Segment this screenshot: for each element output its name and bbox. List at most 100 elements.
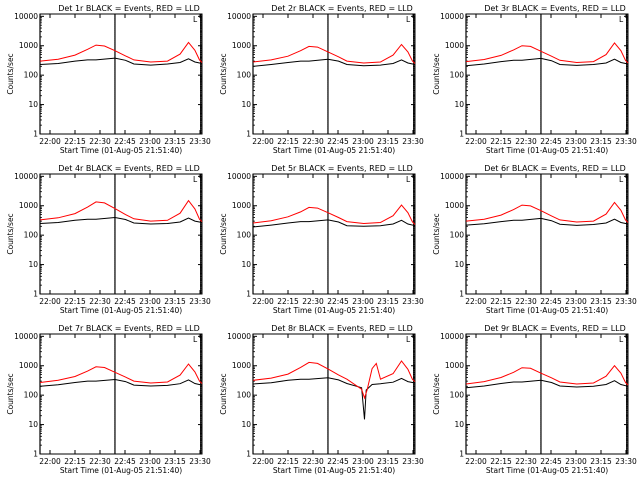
x-tick-label: 22:30 (515, 457, 537, 466)
chart-panel: Det 8r BLACK = Events, RED = LLD L 1 10 100 1… (219, 324, 424, 475)
chart-panel: Det 9r BLACK = Events, RED = LLD L 1 10 100 1… (432, 324, 637, 475)
y-tick-label: 10000 (227, 12, 251, 21)
x-tick-label: 22:15 (277, 457, 299, 466)
y-tick-label: 10000 (440, 332, 464, 341)
y-tick-label: 1000 (232, 41, 251, 50)
y-tick-label: 10 (454, 260, 464, 269)
y-tick-label: 10000 (440, 12, 464, 21)
series-line-events (466, 57, 629, 67)
series-line-events (40, 216, 203, 225)
y-axis-title: Counts/sec (432, 53, 441, 94)
chart-panel: Det 1r BLACK = Events, RED = LLD L 1 10 100 1… (6, 4, 211, 155)
x-tick-label: 23:15 (377, 457, 399, 466)
x-tick-label: 23:30 (189, 457, 211, 466)
x-tick-label: 22:00 (252, 457, 274, 466)
x-axis-title: Start Time (01-Aug-05 21:51:40) (273, 146, 395, 155)
x-tick-label: 23:30 (615, 457, 637, 466)
corner-mark: L (193, 15, 198, 24)
x-tick-label: 23:15 (590, 297, 612, 306)
x-tick-label: 22:15 (277, 137, 299, 146)
x-tick-label: 23:30 (189, 297, 211, 306)
chart-title: Det 3r BLACK = Events, RED = LLD (484, 4, 626, 13)
corner-mark: L (619, 335, 624, 344)
x-tick-label: 22:15 (490, 297, 512, 306)
chart-panel: Det 5r BLACK = Events, RED = LLD L 1 10 100 1… (219, 164, 424, 315)
series-line-events (466, 379, 629, 389)
y-tick-label: 1000 (19, 201, 38, 210)
y-tick-label: 10 (241, 420, 251, 429)
x-tick-label: 22:00 (39, 137, 61, 146)
series-line-lld (253, 360, 416, 400)
x-tick-label: 23:00 (565, 297, 587, 306)
y-axis-title: Counts/sec (219, 53, 228, 94)
plot-frame (252, 13, 416, 135)
y-tick-label: 10 (241, 100, 251, 109)
x-tick-label: 23:15 (590, 457, 612, 466)
chart-panel: Det 3r BLACK = Events, RED = LLD L 1 10 100 1… (432, 4, 637, 155)
corner-mark: L (406, 15, 411, 24)
x-tick-label: 22:00 (252, 297, 274, 306)
series-line-lld (466, 201, 629, 223)
plot-frame (252, 173, 416, 295)
plot-frame (465, 173, 629, 295)
y-tick-label: 10 (28, 420, 38, 429)
x-tick-label: 22:30 (89, 137, 111, 146)
x-tick-label: 23:15 (164, 457, 186, 466)
x-axis-title: Start Time (01-Aug-05 21:51:40) (273, 306, 395, 315)
y-tick-label: 1 (33, 130, 38, 139)
y-axis-title: Counts/sec (432, 373, 441, 414)
x-tick-label: 22:30 (89, 297, 111, 306)
x-tick-label: 23:00 (139, 297, 161, 306)
y-tick-label: 1000 (445, 201, 464, 210)
x-axis-title: Start Time (01-Aug-05 21:51:40) (60, 306, 182, 315)
y-tick-label: 10 (241, 260, 251, 269)
y-tick-label: 1000 (445, 361, 464, 370)
chart-title: Det 5r BLACK = Events, RED = LLD (271, 164, 413, 173)
x-tick-label: 22:45 (114, 457, 136, 466)
x-tick-label: 23:15 (377, 137, 399, 146)
y-tick-label: 10000 (227, 172, 251, 181)
y-tick-label: 1 (246, 290, 251, 299)
series-line-lld (40, 41, 203, 63)
x-axis-title: Start Time (01-Aug-05 21:51:40) (273, 466, 395, 475)
x-tick-label: 23:00 (352, 137, 374, 146)
x-tick-label: 23:30 (402, 297, 424, 306)
y-tick-label: 10 (454, 100, 464, 109)
x-tick-label: 22:15 (64, 297, 86, 306)
x-tick-label: 23:00 (139, 137, 161, 146)
x-axis-title: Start Time (01-Aug-05 21:51:40) (486, 306, 608, 315)
y-tick-label: 1000 (19, 41, 38, 50)
series-line-events (40, 378, 203, 387)
corner-mark: L (193, 175, 198, 184)
x-tick-label: 22:45 (327, 297, 349, 306)
chart-panel: Det 7r BLACK = Events, RED = LLD L 1 10 100 1… (6, 324, 211, 475)
plot-frame (39, 173, 203, 295)
y-axis-title: Counts/sec (432, 213, 441, 254)
x-tick-label: 22:45 (114, 297, 136, 306)
y-tick-label: 10000 (440, 172, 464, 181)
y-tick-label: 100 (24, 231, 39, 240)
y-tick-label: 1 (246, 450, 251, 459)
chart-panel: Det 6r BLACK = Events, RED = LLD L 1 10 100 1… (432, 164, 637, 315)
y-tick-label: 1000 (232, 201, 251, 210)
chart-panel: Det 4r BLACK = Events, RED = LLD L 1 10 100 1… (6, 164, 211, 315)
y-tick-label: 100 (237, 231, 252, 240)
y-tick-label: 1 (459, 130, 464, 139)
x-tick-label: 23:00 (352, 457, 374, 466)
x-tick-label: 23:00 (352, 297, 374, 306)
y-axis-title: Counts/sec (6, 53, 15, 94)
y-tick-label: 10000 (14, 332, 38, 341)
x-tick-label: 22:00 (465, 137, 487, 146)
x-tick-label: 23:15 (164, 297, 186, 306)
corner-mark: L (619, 175, 624, 184)
series-line-lld (253, 43, 416, 64)
plot-frame (465, 13, 629, 135)
series-line-lld (466, 42, 629, 64)
x-tick-label: 23:00 (139, 457, 161, 466)
y-tick-label: 10 (28, 100, 38, 109)
y-tick-label: 1000 (19, 361, 38, 370)
chart-title: Det 4r BLACK = Events, RED = LLD (58, 164, 200, 173)
x-tick-label: 22:00 (39, 457, 61, 466)
x-tick-label: 23:30 (402, 457, 424, 466)
x-tick-label: 23:15 (164, 137, 186, 146)
